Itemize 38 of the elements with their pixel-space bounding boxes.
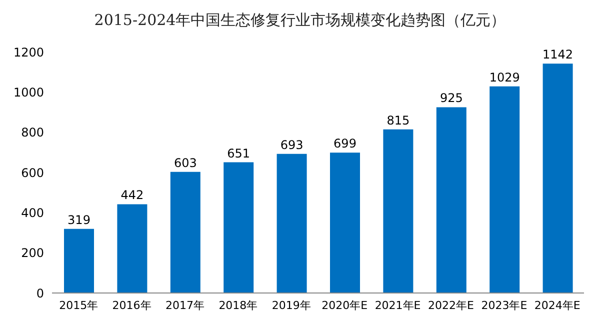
chart-title: 2015-2024年中国生态修复行业市场规模变化趋势图（亿元） [93,10,507,31]
bar [436,107,466,293]
y-tick-label: 400 [21,206,44,220]
data-label: 925 [440,91,463,106]
x-tick-label: 2022年E [428,298,474,312]
x-tick-label: 2020年E [322,298,368,312]
bar [170,172,200,293]
x-tick-label: 2021年E [374,298,421,312]
x-tick-label: 2018年 [218,298,258,312]
data-label: 603 [174,156,197,170]
y-tick-label: 600 [21,166,44,180]
data-label: 651 [227,146,250,160]
y-tick-label: 0 [36,286,44,300]
y-tick-label: 800 [21,126,44,140]
bar [276,154,307,293]
data-label: 815 [386,113,410,128]
data-label: 319 [68,212,90,227]
bar [330,152,360,293]
data-label: 1142 [542,48,574,62]
x-tick-label: 2015年 [59,298,98,312]
x-tick-label: 2019年 [272,298,311,312]
data-label: 1029 [489,70,520,84]
bar [383,129,414,293]
x-tick-label: 2023年E [481,298,528,312]
y-tick-label: 200 [21,246,44,260]
bar [224,162,254,293]
data-label: 693 [280,138,304,152]
x-tick-label: 2024年E [534,298,580,312]
x-tick-label: 2016年 [112,298,152,312]
bar [490,86,520,293]
bar [117,204,148,293]
data-label: 442 [120,188,144,202]
data-label: 699 [334,136,356,151]
x-tick-label: 2017年 [166,298,204,312]
y-tick-label: 1000 [13,85,44,100]
bar [542,64,573,293]
bar [64,228,94,293]
y-tick-label: 1200 [13,45,44,60]
